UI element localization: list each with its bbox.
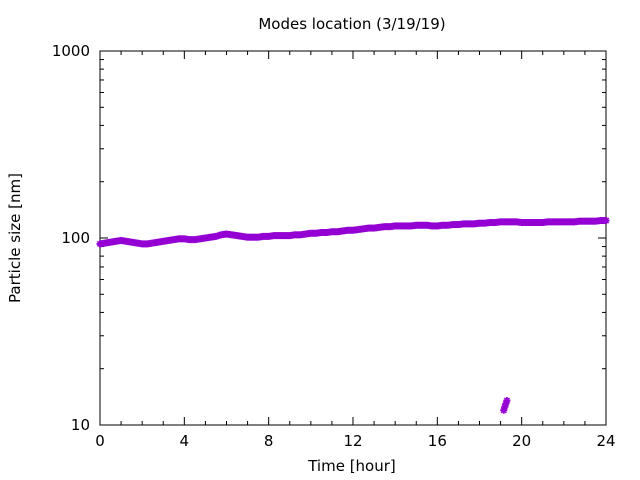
axis-ticks	[99, 50, 607, 426]
x-tick-label: 12	[343, 432, 362, 450]
axis-tick-labels: 0 4 8 12 16 20 24 10 100 1000	[52, 42, 616, 450]
y-tick-label: 10	[71, 416, 90, 434]
chart-title: Modes location (3/19/19)	[258, 15, 445, 33]
x-tick-label: 24	[596, 432, 615, 450]
data-point	[503, 397, 511, 405]
y-tick-label: 100	[61, 229, 90, 247]
x-tick-label: 4	[180, 432, 190, 450]
x-tick-label: 0	[95, 432, 105, 450]
y-axis-label: Particle size [nm]	[6, 173, 24, 303]
x-tick-label: 20	[512, 432, 531, 450]
data-point	[602, 217, 610, 225]
y-tick-label: 1000	[52, 42, 90, 60]
x-axis-label: Time [hour]	[307, 457, 396, 475]
data-points	[96, 217, 610, 414]
x-tick-label: 16	[428, 432, 447, 450]
x-tick-label: 8	[264, 432, 274, 450]
